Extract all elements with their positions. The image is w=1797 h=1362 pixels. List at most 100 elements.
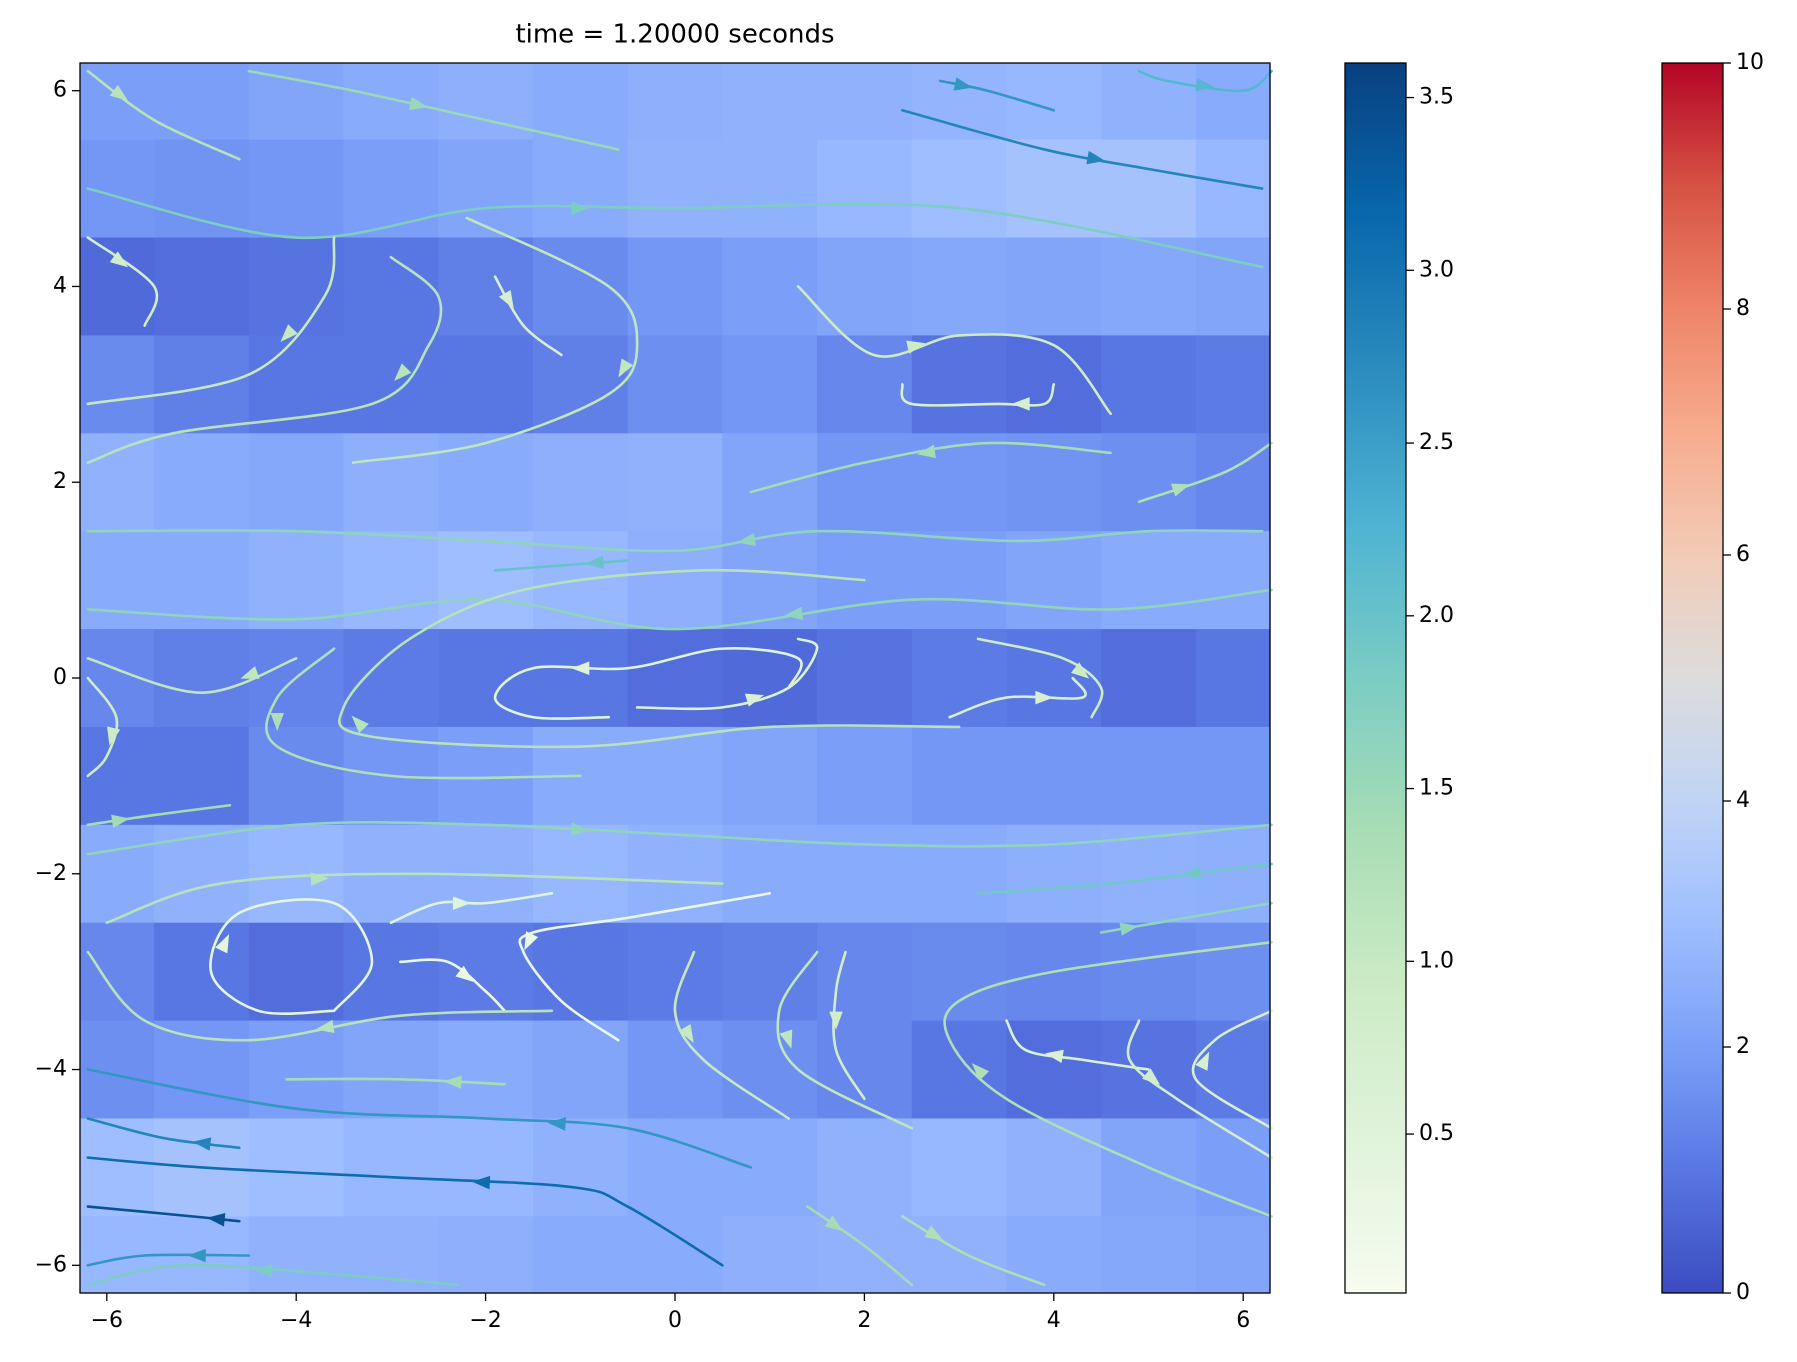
colorbar-tick-label: 10 [1736, 50, 1764, 75]
heat-cell [722, 237, 818, 337]
heat-cell [722, 726, 818, 826]
colorbar-tick-label: 2.0 [1419, 603, 1454, 628]
x-tick-label: 2 [857, 1308, 871, 1333]
heat-cell [817, 726, 913, 826]
heat-cell [1101, 433, 1197, 532]
streamline-arrow [109, 251, 129, 268]
heat-cell [817, 922, 913, 1022]
heat-cell [1195, 531, 1271, 630]
heat-cell [722, 922, 818, 1022]
heat-cell [911, 922, 1008, 1022]
heat-cell [343, 63, 439, 141]
heat-cell [438, 433, 534, 532]
heat-cell [722, 139, 818, 239]
heat-cell [722, 433, 818, 532]
streamline [86, 1205, 241, 1223]
x-tick-label: −2 [469, 1308, 501, 1333]
streamline [1099, 901, 1273, 934]
streamline [673, 950, 790, 1120]
streamline [105, 872, 724, 925]
streamline [1191, 1009, 1273, 1130]
streamline [796, 285, 1112, 416]
heat-cell [1101, 629, 1197, 728]
heat-cell [722, 629, 818, 728]
colorbar-tick-label: 0 [1736, 1280, 1750, 1305]
heat-cell [438, 139, 534, 239]
heat-cell [911, 531, 1008, 630]
x-tick-label: 6 [1236, 1308, 1250, 1333]
heat-cell [1006, 1020, 1102, 1120]
heat-cell [532, 922, 629, 1022]
heat-cell [911, 63, 1008, 141]
heat-cell [627, 1216, 723, 1294]
heat-cell [627, 237, 723, 337]
x-tick-label: −6 [91, 1308, 123, 1333]
heat-cell [80, 824, 155, 924]
y-tick-label: −6 [35, 1252, 67, 1277]
heat-cell [911, 139, 1008, 239]
streamline [86, 588, 1273, 631]
heat-cell [1006, 1118, 1102, 1217]
heat-cell [248, 1020, 345, 1120]
heat-cell [154, 335, 250, 434]
streamline-arrow [571, 201, 590, 215]
colorbar [1344, 62, 1407, 1294]
heat-cell [154, 433, 250, 532]
streamline [86, 255, 443, 464]
heat-cell [1101, 139, 1197, 239]
heat-cell [248, 726, 345, 826]
heat-cell [1006, 629, 1102, 728]
heat-cell [911, 1020, 1008, 1120]
streamline-arrow [1141, 1068, 1161, 1086]
streamline-arrow [351, 715, 369, 734]
streamline [86, 1068, 753, 1169]
heat-cell [1195, 629, 1271, 728]
streamline [86, 236, 159, 327]
heat-cell [817, 237, 913, 337]
colorbar-tick-label: 8 [1736, 296, 1750, 321]
streamline [943, 940, 1273, 1218]
heat-cell [817, 63, 913, 141]
heat-cell [248, 1216, 345, 1294]
y-tick-label: 4 [53, 273, 67, 298]
heat-cell [1101, 824, 1197, 924]
heat-cell [1195, 1020, 1271, 1120]
streamline [86, 803, 232, 827]
heat-cell [154, 139, 250, 239]
heat-cell [627, 63, 723, 141]
streamline [86, 657, 298, 694]
streamline-arrow [409, 96, 429, 111]
heat-cell [438, 1118, 534, 1217]
streamline [900, 1215, 1046, 1287]
heat-cell [80, 433, 155, 532]
colorbar-tick-label: 3.5 [1419, 85, 1454, 110]
heat-cell [817, 433, 913, 532]
heat-cell [911, 629, 1008, 728]
streamline [976, 862, 1273, 895]
streamline [351, 216, 639, 464]
heat-cell [343, 139, 439, 239]
heat-cell [627, 139, 723, 239]
colorbar-tick-label: 2 [1736, 1034, 1750, 1059]
streamline-arrow [471, 1175, 491, 1190]
streamline-arrow [906, 340, 926, 354]
heat-cell [911, 335, 1008, 434]
heat-cell [80, 922, 155, 1022]
heat-cell [438, 335, 534, 434]
streamline [86, 820, 1273, 856]
heat-cell [532, 1118, 629, 1217]
colorbar-tick-label: 3.0 [1419, 257, 1454, 282]
heat-cell [1006, 531, 1102, 630]
streamline [86, 529, 1264, 553]
heat-cell [532, 139, 629, 239]
x-tick-label: −4 [280, 1308, 312, 1333]
heat-cell [154, 531, 250, 630]
streamline-arrow [678, 1024, 694, 1044]
streamline-arrow [107, 726, 121, 746]
heat-cell [248, 433, 345, 532]
heat-cell [722, 1118, 818, 1217]
heat-cell [154, 1020, 250, 1120]
streamline-arrow [1035, 690, 1054, 705]
heat-cell [627, 531, 723, 630]
